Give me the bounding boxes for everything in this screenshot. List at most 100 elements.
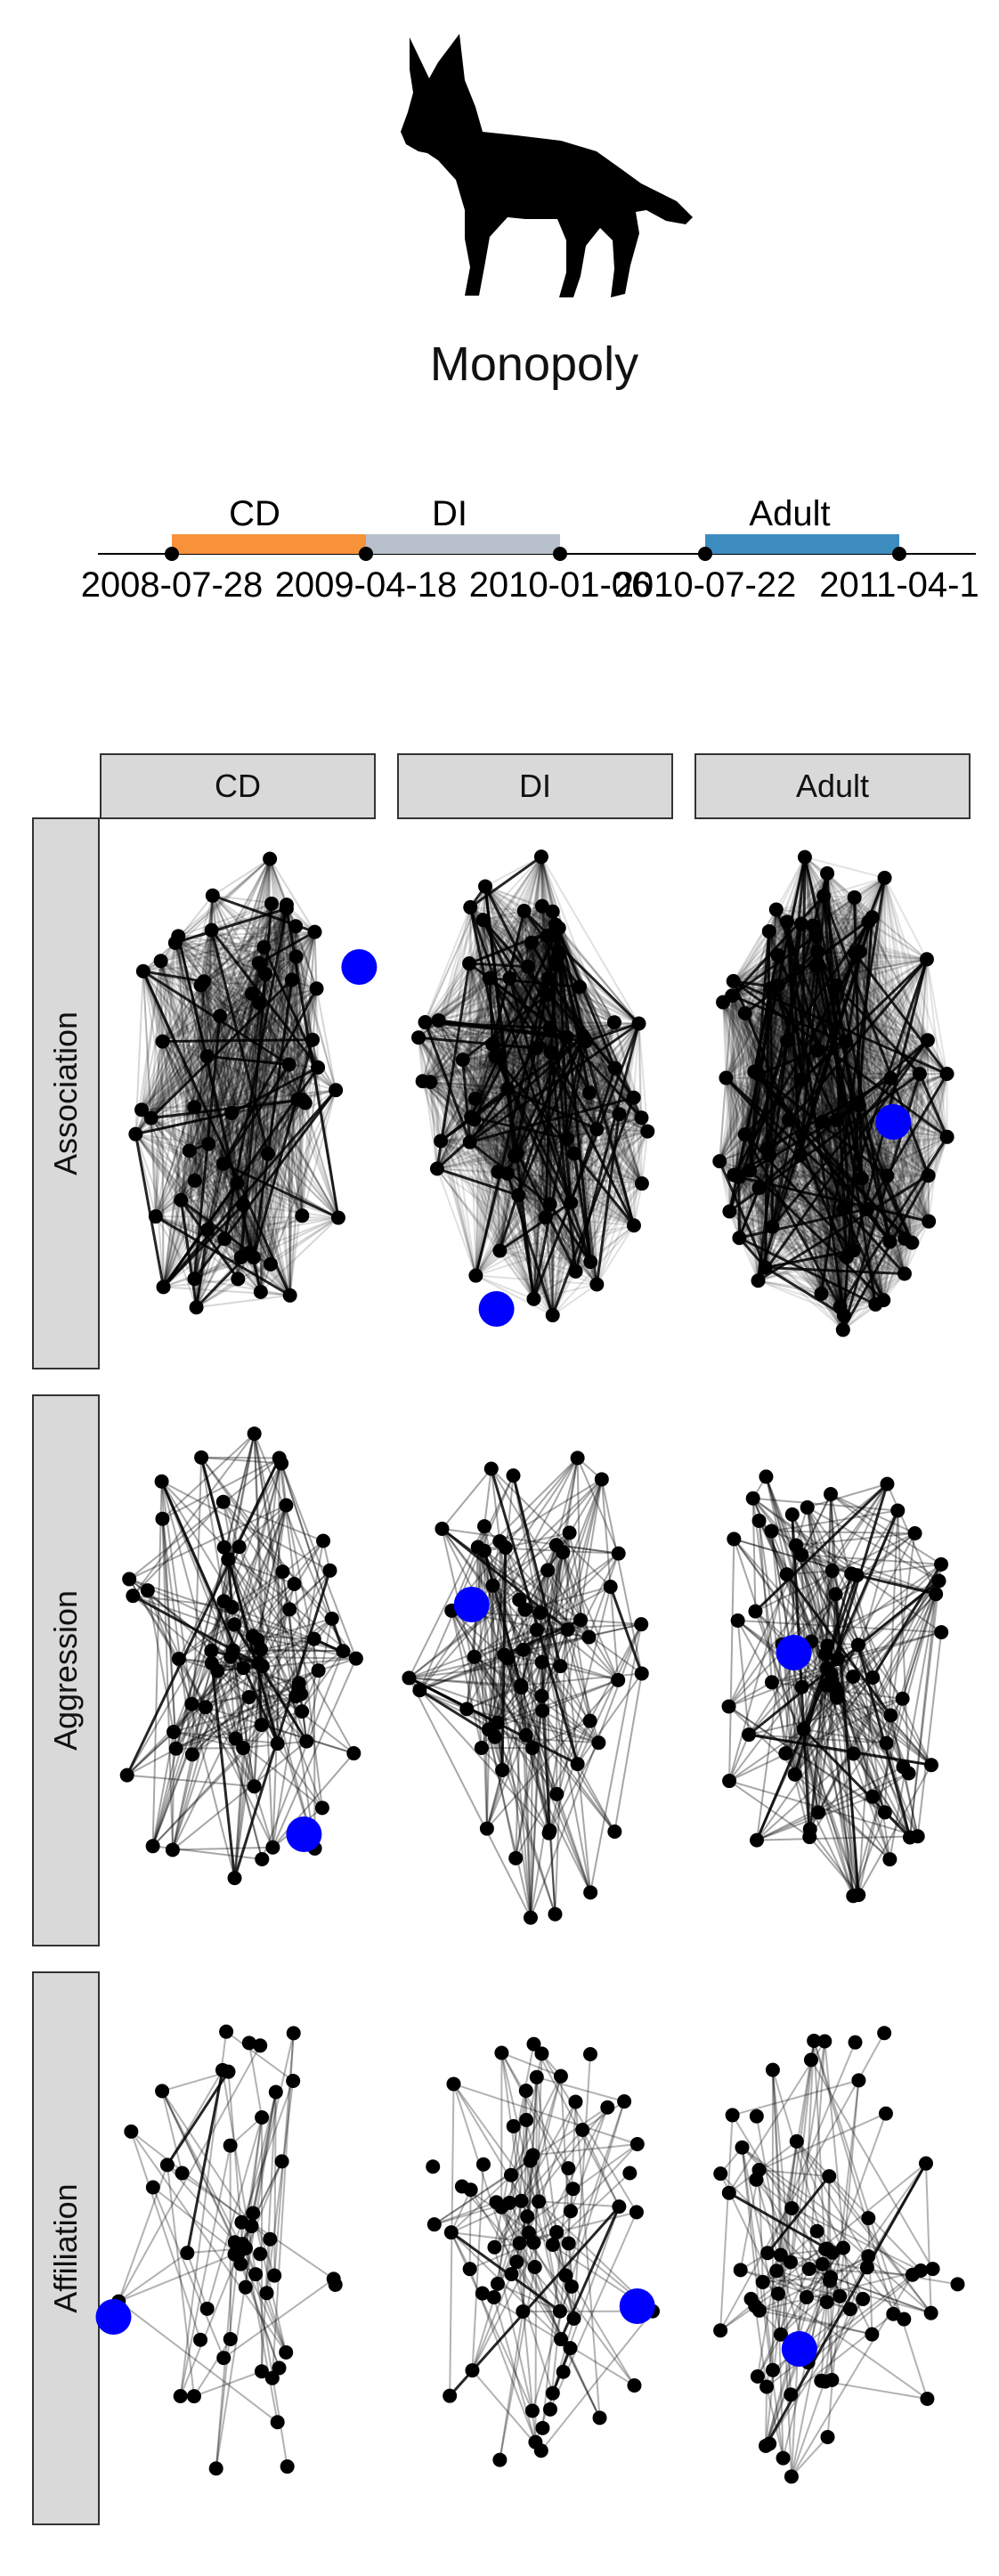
network-node — [156, 1280, 171, 1295]
network-edge — [160, 930, 315, 963]
network-edge — [199, 985, 224, 1165]
network-edge — [207, 1055, 304, 1101]
network-edge — [418, 1036, 598, 1286]
network-edge — [507, 1022, 640, 1174]
network-edge — [223, 1099, 299, 1165]
network-edge — [260, 1216, 339, 1293]
timeline-point — [359, 547, 373, 561]
network-edge — [150, 903, 272, 1119]
network-edge — [161, 1040, 304, 1216]
network-edge — [595, 1114, 621, 1285]
network-node — [589, 1122, 605, 1137]
network-node — [538, 1210, 553, 1225]
network-edge — [219, 1015, 262, 1293]
network-edge — [193, 947, 265, 1108]
network-edge — [188, 979, 293, 1151]
network-node — [135, 963, 150, 979]
network-edge — [162, 1038, 313, 1044]
network-edge — [258, 987, 317, 1004]
network-edge — [207, 1142, 303, 1217]
network-edge — [174, 942, 196, 1108]
network-edge — [142, 971, 242, 1258]
network-edge — [596, 1182, 643, 1285]
facet-row-aggression: Aggression — [32, 1394, 100, 1946]
network-node — [626, 1218, 641, 1233]
network-edge — [150, 962, 260, 1119]
network-edge — [596, 1131, 649, 1285]
network-edge — [162, 955, 297, 1288]
network-edge — [596, 1224, 635, 1285]
network-edge — [161, 1041, 198, 1308]
network-node — [411, 1030, 426, 1045]
network-edge — [141, 1109, 240, 1280]
stage-bar-adult — [705, 534, 899, 554]
network-edge — [142, 971, 183, 1200]
network-edge — [159, 960, 233, 1114]
network-edge — [266, 1064, 290, 1155]
network-edge — [252, 1064, 290, 1258]
network-edge — [223, 858, 272, 1239]
network-edge — [264, 973, 313, 1041]
network-edge — [193, 1002, 260, 1182]
network-edge — [248, 988, 318, 1253]
network-edge — [159, 895, 214, 962]
network-edge — [134, 903, 272, 1135]
network-edge — [285, 908, 304, 1101]
network-edge — [242, 926, 297, 1206]
network-edge — [142, 971, 339, 1219]
network-edge — [222, 1163, 242, 1258]
network-node — [581, 1085, 597, 1101]
network-edge — [207, 1099, 304, 1231]
network-edge — [154, 1015, 222, 1217]
network-node — [468, 1268, 483, 1283]
network-edge — [200, 972, 266, 987]
network-edge — [252, 988, 318, 1258]
network-edge — [264, 973, 304, 1216]
network-edge — [212, 857, 271, 897]
network-edge — [269, 858, 288, 906]
network-edge — [211, 929, 260, 964]
network-edge — [141, 1109, 183, 1201]
network-edge — [199, 907, 288, 987]
network-edge — [540, 856, 554, 912]
network-edge — [222, 1063, 290, 1165]
network-edge — [175, 904, 288, 944]
network-edge — [237, 1003, 261, 1280]
network-edge — [188, 1150, 251, 1253]
network-edge — [200, 979, 292, 987]
network-edge — [142, 857, 271, 972]
network-edge — [203, 980, 339, 1219]
network-edge — [259, 908, 288, 1292]
network-edge — [313, 931, 318, 989]
network-node — [281, 1057, 296, 1072]
network-edge — [469, 1141, 598, 1286]
network-edge — [159, 961, 165, 1288]
network-edge — [196, 1278, 239, 1309]
network-edge — [162, 1150, 191, 1288]
network-edge — [269, 1099, 299, 1264]
network-edge — [211, 929, 296, 958]
network-edge — [177, 857, 271, 938]
network-edge — [219, 1015, 272, 1265]
network-edge — [161, 1040, 339, 1219]
network-edge — [181, 1199, 244, 1206]
network-edge — [251, 925, 296, 995]
stage-bar-di — [366, 534, 560, 554]
network-node — [626, 1090, 641, 1105]
timeline-point — [892, 547, 906, 561]
network-edge — [219, 1015, 269, 1155]
network-edge — [252, 1039, 314, 1258]
network-edge — [267, 1102, 306, 1155]
network-edge — [141, 930, 316, 1111]
network-node — [540, 971, 556, 986]
network-edge — [269, 903, 273, 1264]
network-edge — [189, 1150, 238, 1184]
network-edge — [219, 1016, 224, 1164]
network-edge — [210, 930, 299, 1101]
network-edge — [207, 1055, 298, 1101]
network-edge — [231, 987, 318, 1114]
network-edge — [162, 985, 202, 1288]
network-edge — [161, 930, 213, 1043]
network-edge — [162, 1040, 289, 1066]
network-edge — [154, 904, 288, 1217]
